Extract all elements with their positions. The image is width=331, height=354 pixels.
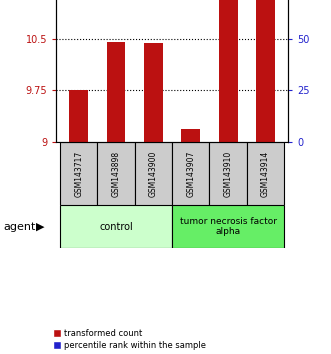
Bar <box>247 142 284 205</box>
Bar <box>210 142 247 205</box>
Bar <box>60 205 172 248</box>
Bar <box>219 0 238 142</box>
Bar <box>97 142 135 205</box>
Text: GSM143898: GSM143898 <box>112 150 120 196</box>
Text: GSM143717: GSM143717 <box>74 150 83 196</box>
Text: ▶: ▶ <box>36 222 45 232</box>
Text: GSM143900: GSM143900 <box>149 150 158 197</box>
Bar <box>70 90 88 142</box>
Bar <box>172 205 284 248</box>
Text: GSM143910: GSM143910 <box>224 150 233 196</box>
Text: agent: agent <box>3 222 36 232</box>
Text: GSM143914: GSM143914 <box>261 150 270 196</box>
Bar <box>256 0 275 142</box>
Bar <box>144 43 163 142</box>
Bar <box>181 129 200 142</box>
Text: GSM143907: GSM143907 <box>186 150 195 197</box>
Bar <box>107 42 125 142</box>
Text: tumor necrosis factor
alpha: tumor necrosis factor alpha <box>180 217 277 236</box>
Legend: transformed count, percentile rank within the sample: transformed count, percentile rank withi… <box>54 329 206 350</box>
Bar <box>172 142 210 205</box>
Bar <box>135 142 172 205</box>
Text: control: control <box>99 222 133 232</box>
Bar <box>60 142 97 205</box>
